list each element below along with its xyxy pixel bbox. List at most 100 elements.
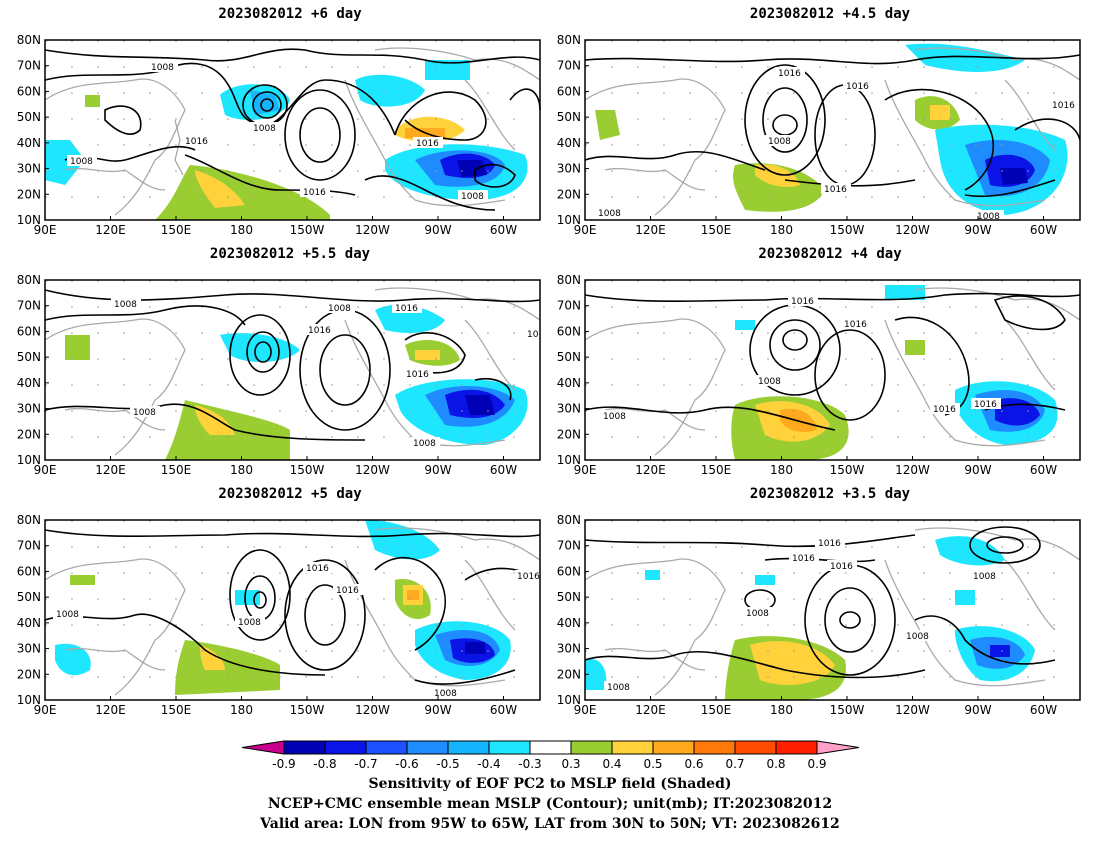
lat-tick-label: 40N (557, 616, 581, 630)
lon-tick-label: 150E (161, 703, 192, 717)
contour-label: 1016 (416, 139, 439, 149)
lat-tick-label: 10N (557, 693, 581, 707)
colorbar-cell (570, 740, 613, 755)
contour-label: 1008 (114, 300, 137, 310)
contour-label: 1008 (906, 632, 929, 642)
lon-tick-label: 90W (424, 703, 451, 717)
coastlines (584, 287, 1081, 456)
axis-labels: 10N 20N 30N 40N 50N 60N 70N 80N 90E 120E 150E 180 15… (17, 33, 1057, 717)
lon-tick-label: 120E (635, 463, 666, 477)
contour-label: 1008 (56, 610, 79, 620)
colorbar-tick-label: 0.4 (602, 757, 621, 771)
lon-tick-label: 180 (770, 223, 793, 237)
colorbar-cell (488, 740, 531, 755)
contour-label: 1008 (413, 439, 436, 449)
colorbar-tick-label: -0.4 (477, 757, 500, 771)
contour-labels: 1008 1008 1016 1016 1008 1008 1016 10 (111, 298, 540, 449)
contour-labels: 1008 1008 1016 1008 1016 1016 1008 (67, 61, 488, 202)
lon-tick-label: 90W (964, 223, 991, 237)
contour-label: 1016 (824, 185, 847, 195)
lat-tick-label: 50N (557, 590, 581, 604)
contour-label: 1016 (517, 572, 540, 582)
lon-tick-label: 150W (290, 463, 325, 477)
contour-label: 1008 (768, 137, 791, 147)
colorbar-tick-label: -0.6 (395, 757, 418, 771)
contour-label: 1008 (977, 212, 1000, 222)
lat-tick-label: 50N (557, 350, 581, 364)
panel-title-4: 2023082012 +4 day (758, 246, 902, 262)
lat-tick-label: 80N (17, 513, 41, 527)
colorbar-tick-label: -0.8 (313, 757, 336, 771)
lat-tick-label: 50N (17, 110, 41, 124)
contour-label: 1016 (792, 554, 815, 564)
lat-tick-label: 50N (17, 590, 41, 604)
contour-label: 1008 (133, 408, 156, 418)
lat-tick-label: 60N (557, 564, 581, 578)
contour-labels: 1016 1016 1016 1008 1008 1008 1008 (604, 537, 1000, 693)
lon-tick-label: 150W (290, 703, 325, 717)
lat-tick-label: 20N (17, 667, 41, 681)
colorbar-tick-labels: -0.9 -0.8 -0.7 -0.6 -0.5 -0.4 -0.3 0.3 0.4 0.5 0.6… (272, 757, 826, 771)
lat-tick-label: 80N (17, 33, 41, 47)
panel-title-5: 2023082012 +5 day (218, 486, 362, 502)
colorbar-cell (611, 740, 654, 755)
lat-tick-label: 60N (17, 84, 41, 98)
lon-tick-label: 90W (424, 463, 451, 477)
lon-tick-label: 150W (290, 223, 325, 237)
contour-label: 1016 (933, 405, 956, 415)
colorbar-cell (652, 740, 695, 755)
lat-tick-label: 50N (557, 110, 581, 124)
contour-label: 1016 (308, 326, 331, 336)
panel-title-2: 2023082012 +4.5 day (749, 6, 911, 22)
lat-tick-label: 80N (557, 273, 581, 287)
lon-tick-label: 120W (355, 463, 390, 477)
lat-tick-label: 40N (557, 136, 581, 150)
lon-tick-label: 90E (34, 223, 57, 237)
lat-tick-label: 40N (17, 616, 41, 630)
lat-tick-label: 30N (17, 642, 41, 656)
lon-tick-label: 60W (1030, 463, 1057, 477)
contour-label: 1008 (603, 412, 626, 422)
coastlines (44, 47, 541, 216)
colorbar-tick-label: -0.9 (272, 757, 295, 771)
lon-tick-label: 90W (964, 463, 991, 477)
contour-label: 1008 (70, 157, 93, 167)
lon-tick-label: 150E (701, 223, 732, 237)
lat-tick-label: 70N (557, 59, 581, 73)
lon-tick-label: 90E (34, 703, 57, 717)
lon-tick-label: 90W (964, 703, 991, 717)
colorbar-tick-label: 0.5 (643, 757, 662, 771)
lon-tick-label: 120W (355, 703, 390, 717)
lat-tick-label: 70N (17, 59, 41, 73)
panel-title-3: 2023082012 +5.5 day (209, 246, 371, 262)
map-panel-2: 1016 1016 1008 1016 1008 1016 1008 (584, 39, 1081, 222)
colorbar-cell (775, 740, 818, 755)
lon-tick-label: 90E (574, 703, 597, 717)
contour-label: 10 (527, 330, 539, 340)
mslp-contours (44, 289, 541, 441)
lon-tick-label: 180 (230, 223, 253, 237)
colorbar-tick-label: 0.7 (725, 757, 744, 771)
contour-label: 1016 (818, 539, 841, 549)
map-panel-5: 1016 1008 1016 1008 1016 1008 (44, 519, 541, 701)
lon-tick-label: 150E (701, 463, 732, 477)
colorbar-tick-label: 0.6 (684, 757, 703, 771)
lon-tick-label: 60W (1030, 703, 1057, 717)
lat-tick-label: 10N (17, 693, 41, 707)
map-panels: 1008 1008 1016 1008 1016 1016 1008 (17, 33, 1081, 717)
lon-tick-label: 60W (1030, 223, 1057, 237)
contour-labels: 1016 1008 1016 1008 1016 1008 (53, 562, 540, 699)
caption-line-2: NCEP+CMC ensemble mean MSLP (Contour); u… (267, 796, 833, 812)
lon-tick-label: 120W (355, 223, 390, 237)
contour-label: 1008 (598, 209, 621, 219)
lat-tick-label: 60N (557, 84, 581, 98)
lat-tick-label: 80N (557, 33, 581, 47)
contour-label: 1016 (336, 586, 359, 596)
contour-label: 1008 (746, 609, 769, 619)
lat-tick-label: 20N (557, 427, 581, 441)
lon-tick-label: 150E (161, 463, 192, 477)
mslp-contours (584, 292, 1081, 431)
lon-tick-label: 120W (895, 703, 930, 717)
lat-tick-label: 10N (17, 453, 41, 467)
colorbar-tick-label: -0.7 (354, 757, 377, 771)
